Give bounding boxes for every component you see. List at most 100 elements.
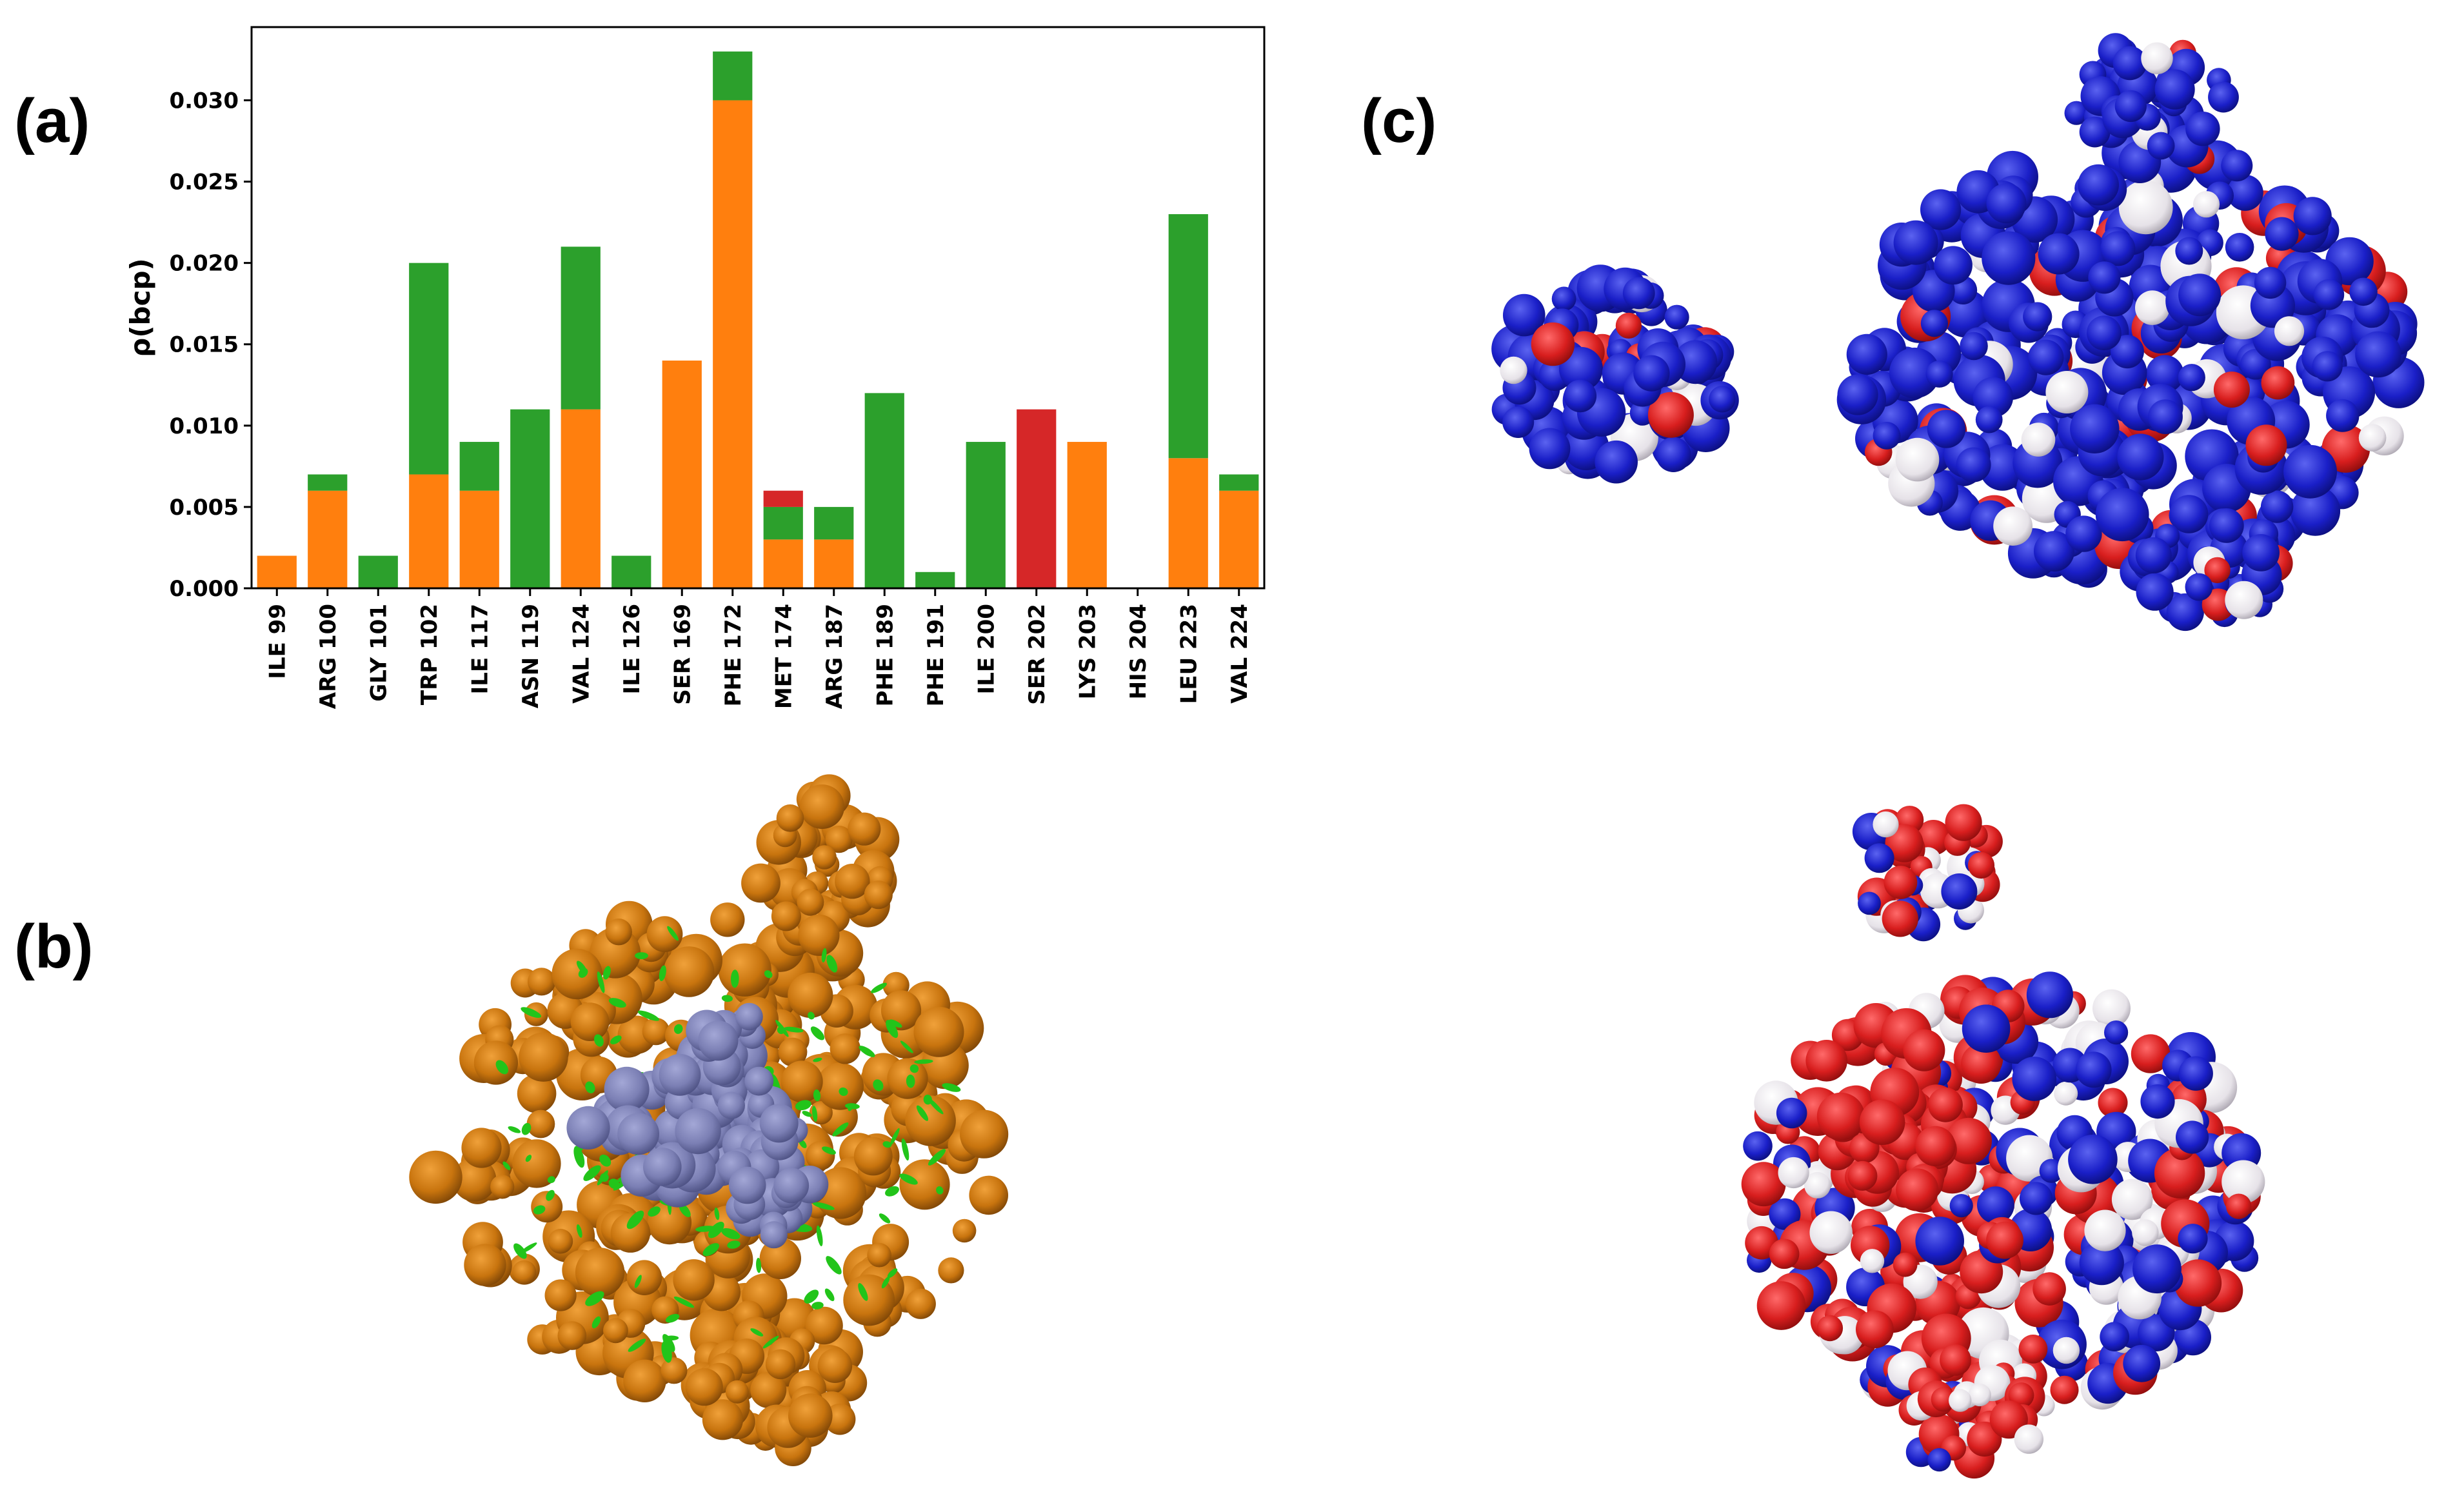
x-tick-label: ILE 126	[619, 604, 645, 694]
esp-blob	[2290, 486, 2341, 536]
esp-blob	[2141, 42, 2173, 75]
esp-blob	[2245, 424, 2287, 466]
bar-ile-126-s1	[611, 555, 651, 588]
nci-isosurface-patch	[813, 1057, 822, 1062]
nci-isosurface-patch	[887, 1268, 898, 1278]
esp-blob	[2014, 1424, 2043, 1454]
bar-phe-189-s1	[864, 393, 904, 588]
esp-blob	[1846, 333, 1887, 375]
bar-arg-187-s0	[814, 539, 854, 588]
bar-asn-119-s1	[510, 409, 550, 588]
esp-blob	[2312, 351, 2343, 382]
nci-isosurface-patch	[664, 1335, 679, 1341]
x-tick-label: ARG 187	[822, 604, 848, 709]
esp-blob	[1889, 347, 1940, 399]
esp-blob	[1778, 1157, 1809, 1189]
esp-blob	[1942, 289, 1990, 338]
esp-blob	[2100, 1322, 2129, 1351]
esp-blob	[2026, 971, 2073, 1019]
x-axis: ILE 99 ARG 100 GLY 101 TRP 102 ILE 117 ASN 11…	[264, 588, 1253, 709]
esp-blob	[2104, 1020, 2129, 1045]
y-axis-label: ρ(bcp)	[124, 258, 156, 357]
ligand-surface-blob	[744, 1066, 774, 1096]
protein-surface-blob	[952, 1219, 977, 1243]
nci-isosurface-patch	[871, 982, 887, 993]
esp-blob	[2012, 1057, 2057, 1101]
nci-isosurface-patch	[928, 1149, 946, 1166]
bar-met-174-s0	[763, 539, 803, 588]
esp-blob	[2064, 101, 2089, 125]
y-tick-label: 0.005	[169, 495, 239, 521]
protein-surface-blob	[759, 1237, 802, 1280]
esp-blob	[2033, 1272, 2066, 1306]
nci-isosurface-patch	[810, 1026, 825, 1040]
esp-blob	[2225, 233, 2254, 262]
esp-blob	[2242, 534, 2280, 572]
nci-isosurface-patch	[899, 1173, 918, 1185]
esp-blob	[1920, 189, 1962, 230]
esp-blob	[1805, 1040, 1847, 1082]
nci-isosurface-patch	[576, 1224, 582, 1238]
x-tick-label: LEU 223	[1176, 604, 1202, 704]
nci-isosurface-patch	[811, 1302, 824, 1309]
protein-surface-blob	[464, 1244, 506, 1286]
esp-blob	[1993, 506, 2033, 546]
esp-blob	[1804, 1171, 1831, 1199]
esp-blob	[2135, 537, 2172, 573]
y-tick-label: 0.030	[169, 88, 239, 114]
esp-blob	[2221, 150, 2253, 182]
esp-blob	[2225, 581, 2263, 619]
nci-isosurface-patch	[673, 1297, 695, 1308]
nci-isosurface-patch	[667, 926, 679, 941]
nci-isosurface-patch	[495, 1060, 508, 1075]
protein-surface-blob	[512, 1139, 561, 1188]
esp-blob	[1673, 340, 1718, 384]
nci-isosurface-patch	[775, 1020, 789, 1037]
protein-surface-blob	[673, 1259, 715, 1301]
nci-isosurface-patch	[916, 1105, 929, 1121]
esp-blob	[1927, 410, 1966, 448]
bar-val-124-s1	[561, 246, 601, 410]
ligand-surface-blob	[717, 1091, 746, 1119]
esp-blob	[1945, 804, 1982, 841]
nci-isosurface-patch	[585, 1291, 604, 1306]
esp-blob	[1975, 406, 2003, 433]
bar-arg-187-s1	[814, 506, 854, 540]
esp-blob	[1622, 277, 1655, 310]
protein-surface-blob	[750, 1372, 787, 1408]
x-tick-label: ILE 200	[973, 604, 999, 694]
esp-blob	[1559, 346, 1603, 391]
protein-surface-blob	[528, 968, 556, 996]
esp-blob	[1664, 304, 1689, 330]
esp-blob	[1940, 1344, 1971, 1376]
protein-surface-blob	[938, 1257, 964, 1284]
esp-blob	[1949, 1194, 1973, 1218]
nci-isosurface-patch	[602, 966, 611, 980]
esp-blob	[1741, 1162, 1786, 1207]
esp-blob	[2028, 339, 2064, 375]
esp-surface-top-image	[1491, 33, 2425, 632]
x-tick-label: ILE 99	[264, 604, 290, 679]
esp-blob	[1647, 392, 1694, 438]
bar-ser-169-s0	[662, 360, 702, 588]
esp-blob	[1895, 437, 1940, 482]
nci-isosurface-patch	[839, 1087, 848, 1096]
protein-surface-blob	[642, 1017, 670, 1046]
protein-surface-blob	[798, 914, 840, 956]
esp-blob	[1882, 900, 1918, 937]
bar-chart: 0.000 0.005 0.010 0.015 0.020 0.025 0.030 ILE …	[124, 26, 1266, 709]
esp-blob	[2110, 335, 2144, 369]
x-tick-label: MET 174	[771, 604, 797, 709]
esp-blob	[2254, 266, 2287, 299]
esp-blob	[2034, 531, 2074, 572]
protein-surface-blob	[473, 1040, 519, 1085]
esp-blob	[1531, 322, 1575, 366]
bar-ile-117-s1	[459, 442, 499, 491]
esp-blob	[1967, 1421, 2002, 1457]
esp-blob	[2019, 1182, 2053, 1215]
nci-isosurface-patch	[914, 1059, 933, 1064]
esp-blob	[2265, 217, 2299, 251]
esp-blob	[1809, 1211, 1853, 1254]
protein-surface-blob	[718, 943, 771, 997]
protein-surface-blob	[605, 919, 632, 946]
